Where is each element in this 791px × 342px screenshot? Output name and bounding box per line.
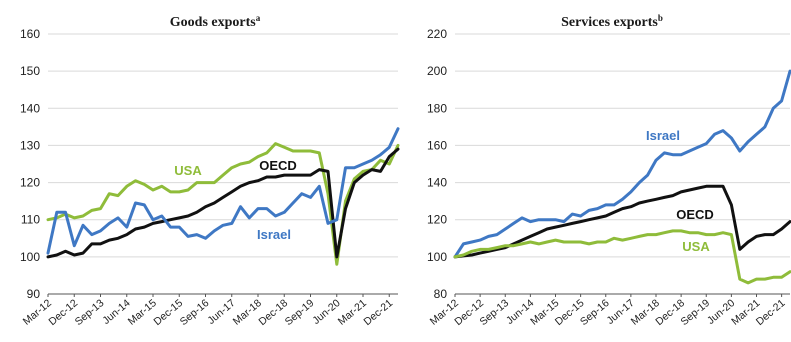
panel-1-x-tick-label: Sep-19 xyxy=(679,297,713,328)
services-exports-title: Services exportsb xyxy=(561,13,663,30)
panel-0-y-tick-label: 100 xyxy=(20,250,40,264)
panel-0-israel-series-label: Israel xyxy=(257,227,291,242)
panel-0-y-tick-label: 130 xyxy=(20,138,40,152)
panel-0-usa-series-label: USA xyxy=(174,163,202,178)
goods-exports-title: Goods exportsa xyxy=(170,13,261,30)
panel-0-oecd-series-label: OECD xyxy=(259,158,297,173)
panel-0-israel-series-line xyxy=(46,127,400,255)
panel-1-y-tick-label: 100 xyxy=(427,250,447,264)
panel-1-y-tick-label: 220 xyxy=(427,27,447,41)
panel-0-oecd-series-line xyxy=(46,147,400,259)
panel-1-israel-series-label: Israel xyxy=(646,128,680,143)
panel-1-x-tick-label: Dec-21 xyxy=(754,297,788,328)
panel-0-y-tick-label: 90 xyxy=(27,287,41,301)
panel-0-x-tick-label: Sep-13 xyxy=(73,297,107,328)
panel-0-x-tick-label: Sep-16 xyxy=(178,297,212,328)
panel-1-y-tick-label: 200 xyxy=(427,64,447,78)
panel-0-y-tick-label: 150 xyxy=(20,64,40,78)
panel-1-y-tick-label: 140 xyxy=(427,176,447,190)
panel-1-y-tick-label: 80 xyxy=(434,287,448,301)
panel-0-x-tick-label: Dec-15 xyxy=(152,297,186,328)
panel-1-x-tick-label: Sep-13 xyxy=(478,297,512,328)
panel-0-y-tick-label: 140 xyxy=(20,101,40,115)
panel-1-y-tick-label: 120 xyxy=(427,213,447,227)
panel-0-y-tick-label: 120 xyxy=(20,176,40,190)
panel-1-x-tick-label: Sep-16 xyxy=(578,297,612,328)
goods-exports-panel: Goods exportsa 16015014013012011010090Ma… xyxy=(20,13,400,328)
panel-0-y-tick-label: 160 xyxy=(20,27,40,41)
panel-0-x-tick-label: Sep-19 xyxy=(283,297,317,328)
panel-0-x-tick-label: Dec-18 xyxy=(257,297,291,328)
panel-1-oecd-series-label: OECD xyxy=(676,207,714,222)
panel-1-y-tick-label: 180 xyxy=(427,101,447,115)
services-exports-panel: Services exportsb 220 200 180 160 140 120 100 8… xyxy=(427,13,791,328)
panel-1-israel-series-line xyxy=(453,69,791,259)
panel-0-x-tick-label: Dec-21 xyxy=(362,297,396,328)
panel-0-x-tick-label: Dec-12 xyxy=(47,297,81,328)
panel-0-y-tick-label: 110 xyxy=(21,213,40,227)
panel-1-usa-series-line xyxy=(453,229,791,285)
panel-1-y-tick-label: 160 xyxy=(427,138,447,152)
panel-1-usa-series-label: USA xyxy=(682,239,710,254)
